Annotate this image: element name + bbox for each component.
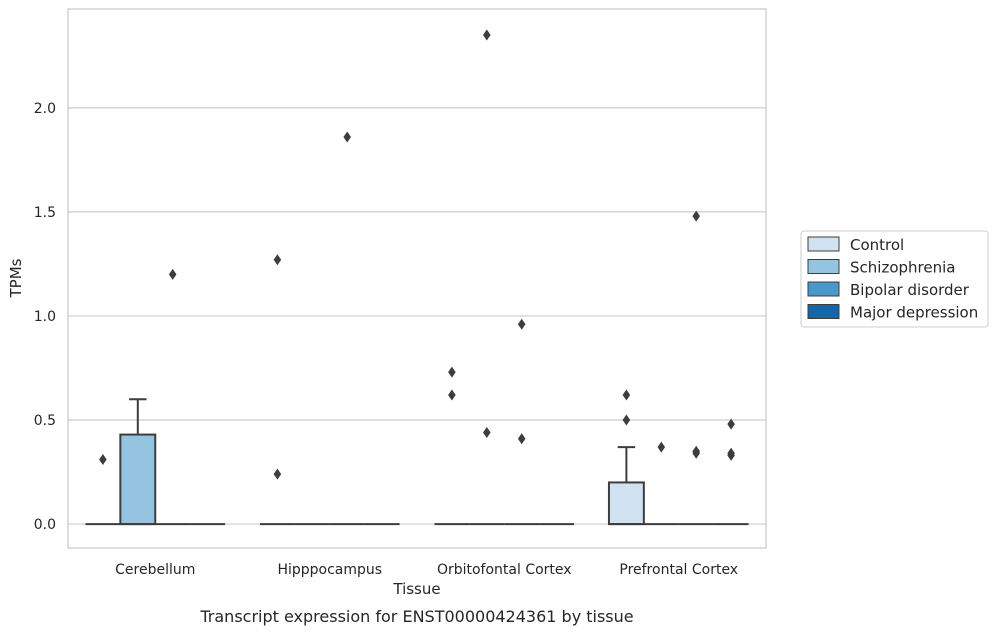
x-axis-label: Tissue [392, 580, 440, 598]
y-tick-labels: 0.0 0.5 1.0 1.5 2.0 [34, 101, 56, 533]
legend-item: Major depression [807, 304, 978, 322]
box-group [329, 131, 365, 526]
box-group [119, 398, 157, 526]
box-group [434, 366, 470, 526]
x-tick-label: Cerebellum [115, 562, 195, 578]
chart-caption: Transcript expression for ENST0000042436… [199, 607, 633, 626]
outlier-point [448, 389, 456, 401]
box-series [85, 29, 749, 526]
legend: Control Schizophrenia Bipolar disorder Majo… [800, 230, 989, 328]
box-group [504, 318, 540, 526]
box-group [469, 29, 505, 526]
y-axis-label: TPMs [7, 258, 25, 298]
legend-swatch [807, 236, 840, 252]
outlier-point [343, 131, 351, 143]
y-tick-label: 1.0 [34, 309, 56, 325]
box-group [155, 268, 191, 526]
x-tick-labels: Cerebellum Hipppocampus Orbitofontal Corte… [115, 562, 738, 578]
box [119, 433, 157, 526]
outlier-point [168, 268, 177, 280]
outlier-point [622, 414, 631, 426]
outlier-point [448, 366, 456, 378]
outlier-point [727, 418, 735, 430]
legend-item: Schizophrenia [807, 259, 955, 277]
y-tick-label: 0.0 [34, 517, 56, 533]
outlier-point [99, 454, 107, 466]
y-tick-label: 2.0 [34, 101, 56, 117]
plot-area-frame [67, 8, 767, 549]
x-tick-label: Prefrontal Cortex [619, 562, 738, 578]
outlier-point [517, 318, 526, 330]
box-group [607, 389, 645, 526]
outlier-point [273, 468, 282, 480]
outlier-point [483, 29, 491, 41]
y-tick-label: 1.5 [34, 205, 56, 221]
legend-frame [800, 230, 989, 328]
legend-swatch [807, 259, 840, 274]
outlier-point [273, 254, 282, 266]
legend-items: Control Schizophrenia Bipolar disorder Majo… [807, 236, 978, 322]
box [607, 481, 645, 526]
outlier-point [727, 447, 735, 459]
box-group [713, 418, 749, 526]
legend-label: Schizophrenia [850, 259, 955, 277]
grid-lines [68, 107, 766, 525]
legend-swatch [807, 281, 840, 297]
outlier-point [517, 433, 526, 445]
legend-label: Control [850, 236, 904, 254]
legend-label: Major depression [850, 304, 978, 322]
box-group [85, 454, 121, 526]
box-group [678, 210, 714, 526]
box-group [259, 254, 295, 526]
outlier-point [692, 210, 700, 222]
y-tick-label: 0.5 [34, 413, 56, 429]
legend-label: Bipolar disorder [850, 281, 970, 299]
outlier-point [622, 389, 631, 401]
x-tick-label: Hipppocampus [277, 562, 382, 578]
x-tick-label: Orbitofontal Cortex [437, 562, 572, 578]
box-group [643, 441, 679, 526]
legend-item: Control [807, 236, 904, 254]
outlier-point [692, 445, 700, 457]
legend-item: Bipolar disorder [807, 281, 970, 299]
outlier-point [483, 427, 491, 438]
legend-swatch [807, 304, 840, 319]
outlier-point [657, 441, 666, 453]
